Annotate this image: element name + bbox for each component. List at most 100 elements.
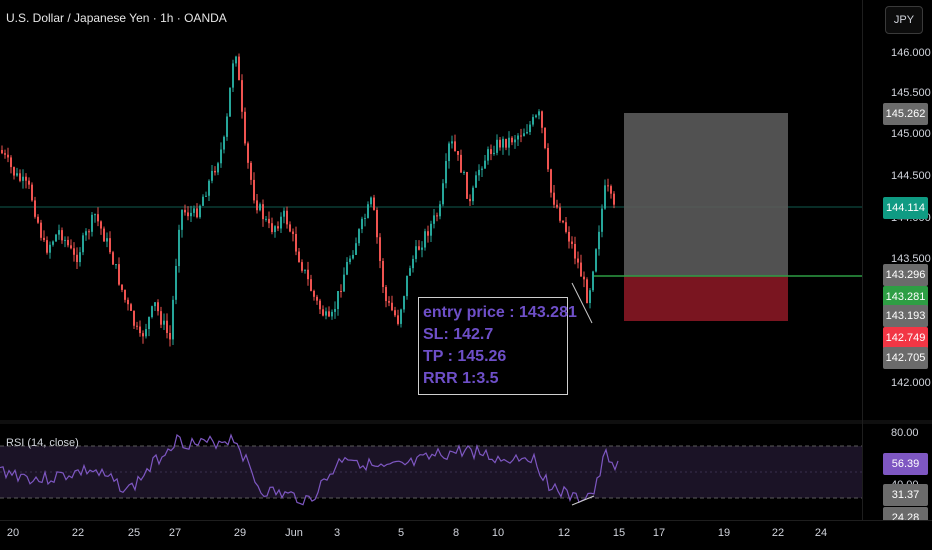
candle-body bbox=[268, 218, 270, 224]
risk-reward-text: RRR 1:3.5 bbox=[423, 370, 499, 387]
candle-body bbox=[478, 169, 480, 176]
candle-body bbox=[115, 264, 117, 266]
candle-body bbox=[208, 180, 210, 196]
candle-body bbox=[46, 240, 48, 253]
candle-body bbox=[133, 310, 135, 326]
candle-body bbox=[226, 116, 228, 137]
candle-body bbox=[103, 228, 105, 242]
candle-body bbox=[280, 216, 282, 229]
candle-body bbox=[16, 173, 18, 176]
price-badge: 142.705 bbox=[883, 347, 928, 369]
candle-body bbox=[277, 226, 279, 229]
candle-body bbox=[559, 207, 561, 221]
candle-body bbox=[244, 111, 246, 144]
candle-body bbox=[31, 184, 33, 201]
date-label: 17 bbox=[652, 527, 666, 539]
candle-body bbox=[298, 251, 300, 263]
candle-body bbox=[202, 196, 204, 206]
candle-body bbox=[601, 208, 603, 232]
stop-loss-badge: 142.749 bbox=[883, 327, 928, 349]
rsi-level-badge: 31.37 bbox=[883, 484, 928, 506]
entry-price-badge: 143.281 bbox=[883, 286, 928, 308]
candle-body bbox=[610, 186, 612, 194]
candle-body bbox=[73, 248, 75, 255]
candle-body bbox=[118, 264, 120, 285]
date-label: 19 bbox=[717, 527, 731, 539]
candle-body bbox=[463, 172, 465, 174]
candle-body bbox=[445, 161, 447, 184]
candle-body bbox=[136, 325, 138, 327]
candle-body bbox=[487, 149, 489, 161]
entry-price-text: entry price : 143.281 bbox=[423, 304, 577, 321]
candle-body bbox=[526, 132, 528, 134]
candle-body bbox=[19, 173, 21, 181]
candle-body bbox=[310, 279, 312, 291]
candle-body bbox=[427, 231, 429, 236]
candle-body bbox=[442, 183, 444, 205]
candle-body bbox=[193, 208, 195, 213]
candle-body bbox=[307, 269, 309, 280]
candle-body bbox=[274, 226, 276, 233]
currency-button[interactable]: JPY bbox=[885, 6, 923, 34]
price-tick: 145.500 bbox=[891, 87, 931, 99]
candle-body bbox=[520, 135, 522, 137]
panel-divider[interactable] bbox=[0, 420, 932, 424]
rsi-divergence-line bbox=[571, 495, 595, 506]
date-label: 27 bbox=[168, 527, 182, 539]
candle-body bbox=[199, 205, 201, 218]
candle-body bbox=[295, 233, 297, 252]
rsi-line bbox=[0, 433, 619, 506]
candle-body bbox=[94, 214, 96, 216]
candle-body bbox=[583, 276, 585, 280]
candle-body bbox=[325, 311, 327, 316]
price-tick: 142.000 bbox=[891, 377, 931, 389]
take-profit-text: TP : 145.26 bbox=[423, 348, 507, 365]
take-profit-zone[interactable] bbox=[624, 113, 788, 276]
date-label: 22 bbox=[771, 527, 785, 539]
candle-body bbox=[100, 221, 102, 229]
candle-body bbox=[283, 210, 285, 217]
price-tick: 145.000 bbox=[891, 128, 931, 140]
candle-body bbox=[235, 56, 237, 64]
candle-body bbox=[262, 204, 264, 220]
candle-body bbox=[547, 147, 549, 170]
candle-body bbox=[415, 246, 417, 259]
candle-body bbox=[34, 200, 36, 217]
candle-body bbox=[562, 220, 564, 223]
date-label: Jun bbox=[285, 527, 303, 539]
candle-body bbox=[214, 170, 216, 173]
candle-body bbox=[67, 239, 69, 246]
date-label: 10 bbox=[491, 527, 505, 539]
candle-body bbox=[49, 244, 51, 253]
candle-body bbox=[109, 238, 111, 253]
candle-body bbox=[343, 274, 345, 292]
candle-body bbox=[238, 56, 240, 81]
candle-body bbox=[217, 163, 219, 173]
candle-body bbox=[223, 136, 225, 150]
candle-body bbox=[499, 139, 501, 148]
candle-body bbox=[568, 231, 570, 242]
time-axis-border bbox=[0, 520, 932, 521]
rsi-cut-badge-clip: 24.28 bbox=[883, 507, 928, 520]
candle-body bbox=[304, 269, 306, 271]
candle-body bbox=[130, 304, 132, 311]
candle-body bbox=[64, 239, 66, 241]
rsi-label[interactable]: RSI (14, close) bbox=[6, 437, 79, 449]
candle-body bbox=[481, 168, 483, 170]
candle-body bbox=[286, 210, 288, 225]
candle-body bbox=[88, 231, 90, 233]
candle-body bbox=[79, 252, 81, 263]
candle-body bbox=[265, 218, 267, 220]
candle-body bbox=[367, 204, 369, 218]
trade-annotation-box[interactable]: entry price : 143.281 SL: 142.7 TP : 145… bbox=[418, 297, 577, 395]
candle-body bbox=[4, 153, 6, 155]
stop-loss-zone[interactable] bbox=[624, 276, 788, 321]
candle-body bbox=[361, 218, 363, 230]
candle-body bbox=[409, 268, 411, 276]
candle-body bbox=[379, 237, 381, 261]
candle-body bbox=[511, 137, 513, 143]
candle-body bbox=[412, 258, 414, 269]
candle-body bbox=[469, 198, 471, 202]
candle-body bbox=[178, 229, 180, 267]
